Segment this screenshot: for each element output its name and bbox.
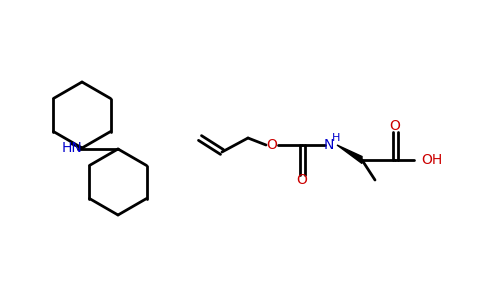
Text: O: O xyxy=(297,173,307,187)
Text: O: O xyxy=(390,119,400,133)
Text: N: N xyxy=(324,138,334,152)
Polygon shape xyxy=(337,145,362,164)
Text: O: O xyxy=(267,138,277,152)
Text: OH: OH xyxy=(421,153,442,167)
Text: HN: HN xyxy=(62,141,83,155)
Text: H: H xyxy=(332,133,340,143)
